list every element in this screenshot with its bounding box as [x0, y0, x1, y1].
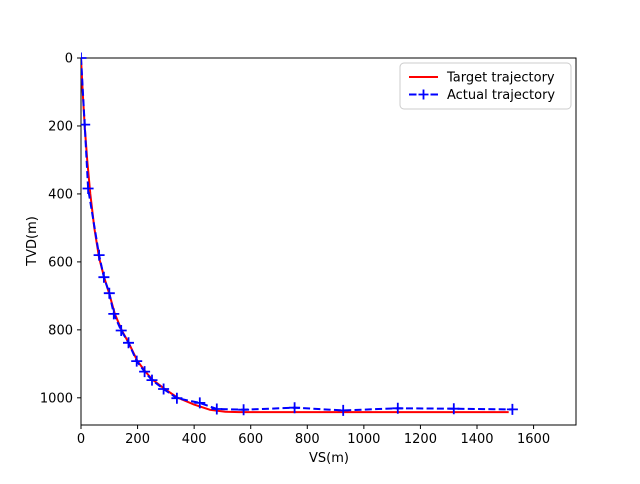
x-axis-tick-label: 1600 [517, 432, 550, 447]
y-axis-tick-label: 400 [48, 187, 73, 202]
y-axis-tick-label: 0 [65, 52, 73, 67]
series-plus-markers-actual [81, 52, 518, 416]
y-axis-tick-label: 200 [48, 119, 73, 134]
x-axis-label: VS(m) [309, 451, 349, 466]
x-axis-tick-label: 600 [238, 432, 263, 447]
x-axis-tick-label: 0 [77, 432, 85, 447]
legend: Target trajectory Actual trajectory [399, 62, 572, 110]
x-axis-tick-label: 1000 [347, 432, 380, 447]
legend-label-target: Target trajectory [446, 71, 555, 86]
legend-box [399, 62, 572, 110]
x-axis-tick-label: 400 [182, 432, 207, 447]
y-axis-label: TVD(m) [25, 216, 40, 267]
legend-sample-actual-plus-marker [418, 89, 429, 100]
x-axis-tick-label: 1200 [404, 432, 437, 447]
x-axis-tick-label: 200 [125, 432, 150, 447]
legend-label-actual: Actual trajectory [447, 88, 555, 103]
y-axis-tick-label: 600 [48, 255, 73, 270]
plot-area: 0 200 400 600 800 1000 1200 1400 1600 0 200 400 600 8… [40, 52, 577, 447]
x-axis-tick-label: 800 [295, 432, 320, 447]
series-line-actual [81, 58, 513, 412]
axes-frame [80, 57, 577, 426]
x-axis-tick-label: 1400 [460, 432, 493, 447]
y-axis-tick-label: 800 [48, 323, 73, 338]
y-axis-tick-label: 1000 [40, 391, 73, 406]
